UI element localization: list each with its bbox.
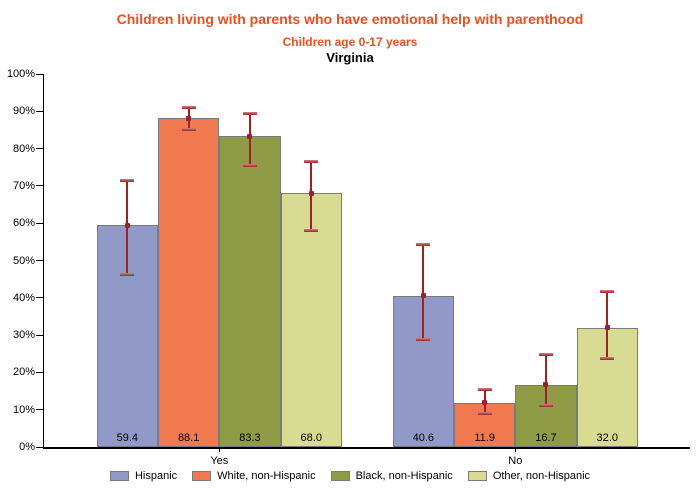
bar-white-non-hispanic-no — [454, 402, 516, 447]
error-bar-cap — [477, 411, 492, 415]
x-tick — [218, 447, 220, 452]
y-tick-label: 30% — [12, 329, 35, 342]
error-bar-cap — [181, 128, 196, 132]
legend-item-other-non-hispanic: Other, non-Hispanic — [467, 470, 591, 482]
y-tick-label: 70% — [12, 179, 35, 192]
y-tick — [36, 446, 43, 448]
y-tick — [36, 73, 43, 75]
legend-item-white-non-hispanic: White, non-Hispanic — [192, 470, 316, 482]
error-bar-line — [422, 244, 425, 340]
y-tick-label: 0% — [19, 441, 35, 453]
y-tick-label: 90% — [12, 105, 35, 118]
error-bar-cap — [416, 338, 431, 342]
bar-value-label: 40.6 — [412, 432, 435, 444]
error-bar-cap — [242, 112, 257, 116]
legend-swatch-other-non-hispanic — [467, 471, 487, 481]
y-tick — [36, 297, 43, 299]
chart-title: Children living with parents who have em… — [116, 11, 584, 27]
bar-value-label: 59.4 — [116, 432, 139, 444]
error-bar-marker — [247, 133, 253, 139]
error-bar-cap — [304, 160, 319, 164]
y-tick-label: 60% — [12, 217, 35, 230]
legend-item-black-non-hispanic: Black, non-Hispanic — [330, 470, 453, 482]
legend-swatch-white-non-hispanic — [192, 471, 212, 481]
legend: Hispanic White, non-Hispanic Black, non-Hi… — [0, 470, 700, 482]
bar-value-label: 32.0 — [596, 432, 618, 444]
error-bar-marker — [604, 325, 610, 331]
plot-area: 0% 10% 20% 30% 40% 50% 60% 70% 80% 90% 100% 59.4 88… — [7, 68, 690, 467]
y-tick-label: 80% — [12, 142, 35, 155]
error-bar-cap — [242, 164, 257, 168]
y-tick-label: 100% — [6, 68, 35, 80]
y-tick — [36, 185, 43, 187]
legend-swatch-hispanic — [109, 471, 129, 481]
bar-value-label: 11.9 — [474, 432, 495, 444]
error-bar-line — [310, 161, 313, 231]
y-tick — [36, 222, 43, 224]
y-tick — [36, 110, 43, 112]
y-tick — [36, 260, 43, 261]
bar-value-label: 16.7 — [535, 432, 557, 444]
error-bar-cap — [416, 243, 431, 247]
legend-item-hispanic: Hispanic — [109, 470, 178, 482]
x-tick-label-no: No — [508, 455, 523, 467]
bar-value-label: 83.3 — [239, 432, 261, 444]
legend-label: Hispanic — [134, 470, 178, 482]
bar-value-label: 68.0 — [300, 432, 322, 444]
error-bar-line — [248, 113, 251, 166]
error-bar-cap — [538, 404, 553, 408]
x-tick-label-yes: Yes — [210, 455, 229, 467]
error-bar-cap — [304, 229, 319, 233]
error-bar-cap — [120, 178, 135, 182]
bar-white-non-hispanic-yes — [158, 118, 220, 447]
bar-value-label: 88.1 — [177, 432, 200, 444]
chart-subtitle: Children age 0-17 years — [282, 35, 418, 49]
legend-label: Black, non-Hispanic — [355, 470, 453, 482]
legend-label: Other, non-Hispanic — [492, 470, 591, 482]
error-bar-line — [544, 354, 547, 406]
y-tick-label: 40% — [12, 291, 35, 304]
error-bar-cap — [181, 105, 196, 109]
error-bar-cap — [538, 352, 553, 356]
error-bar-marker — [186, 115, 192, 121]
error-bar-marker — [482, 400, 488, 406]
bar-other-non-hispanic-yes — [280, 193, 342, 447]
legend-label: White, non-Hispanic — [217, 470, 316, 482]
error-bar-marker — [543, 382, 549, 388]
x-tick — [514, 447, 516, 452]
error-bar-line — [606, 291, 609, 359]
error-bar-marker — [124, 222, 130, 228]
error-bar-cap — [477, 388, 492, 392]
y-tick — [36, 409, 43, 411]
y-tick-label: 50% — [12, 254, 35, 267]
y-tick — [36, 371, 43, 373]
legend-swatch-black-non-hispanic — [330, 471, 350, 481]
y-tick — [36, 148, 43, 150]
chart-region-label: Virginia — [326, 50, 374, 65]
y-tick-label: 10% — [12, 403, 35, 416]
error-bar-marker — [420, 293, 426, 299]
error-bar-cap — [120, 272, 135, 276]
y-tick-label: 20% — [12, 366, 35, 379]
error-bar-marker — [308, 190, 314, 196]
bar-black-non-hispanic-yes — [219, 136, 281, 447]
y-tick — [36, 334, 43, 336]
error-bar-cap — [600, 357, 615, 361]
error-bar-cap — [600, 289, 615, 293]
